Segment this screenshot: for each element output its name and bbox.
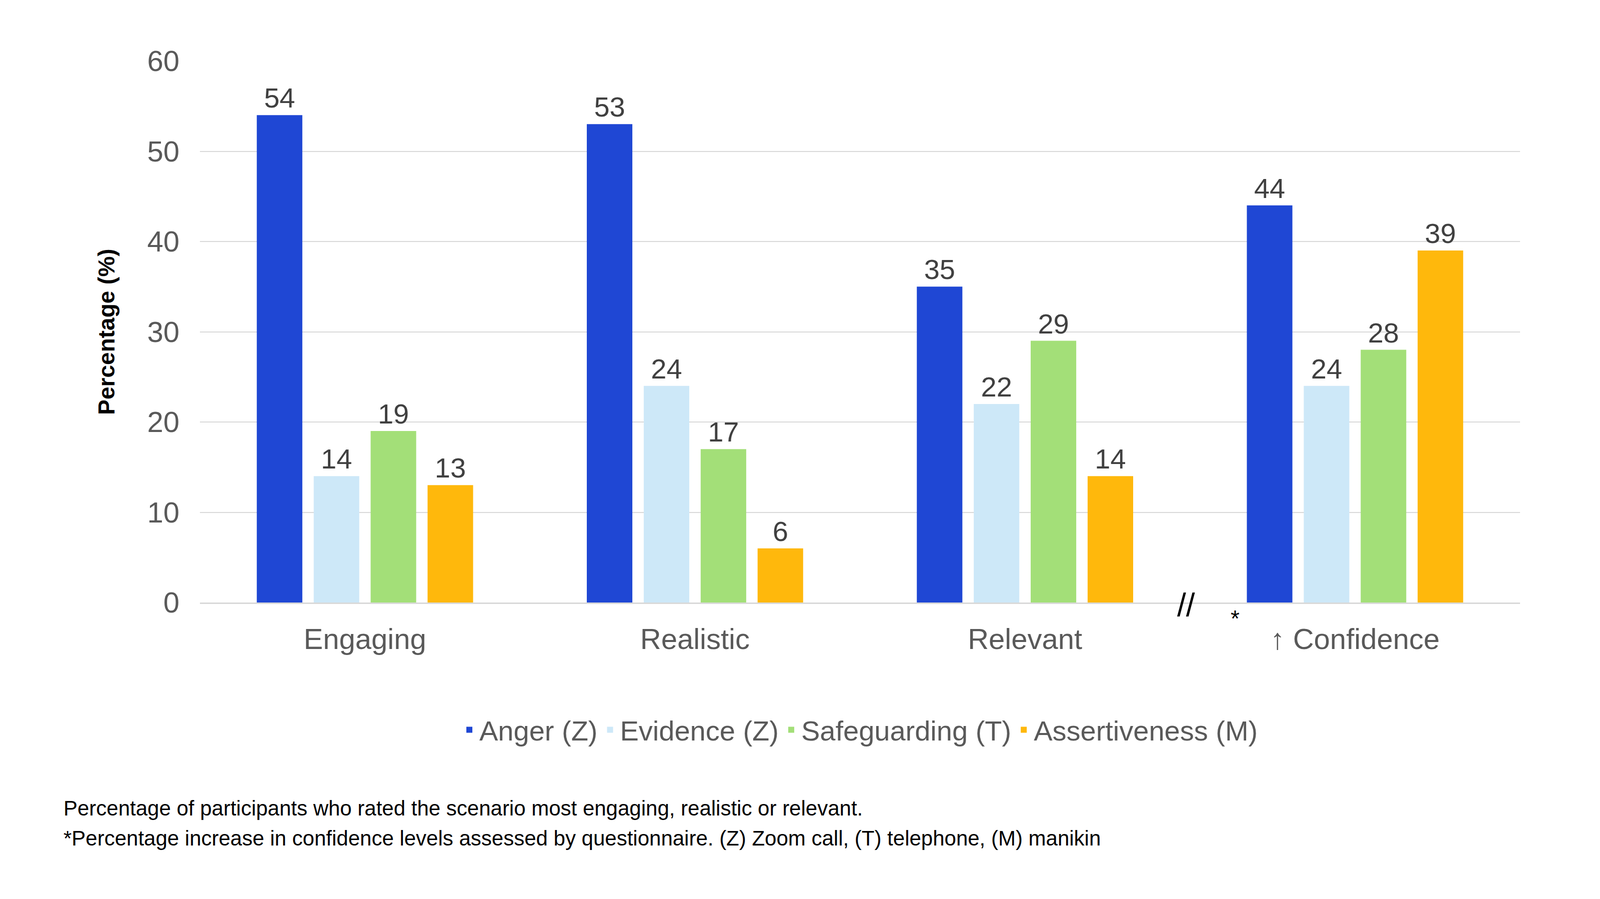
svg-text:Safeguarding (T): Safeguarding (T) (801, 714, 1012, 747)
svg-text:54: 54 (263, 81, 295, 114)
svg-text:29: 29 (1037, 307, 1069, 340)
svg-text:40: 40 (146, 224, 180, 258)
svg-text:Realistic: Realistic (640, 622, 750, 655)
svg-text:14: 14 (320, 442, 352, 475)
svg-text:50: 50 (146, 134, 180, 168)
svg-text:17: 17 (707, 415, 739, 448)
svg-text:0: 0 (163, 585, 180, 619)
svg-text:22: 22 (981, 370, 1013, 403)
svg-text:24: 24 (650, 352, 682, 385)
svg-text:30: 30 (146, 315, 180, 348)
svg-text:*Percentage increase in confid: *Percentage increase in confidence level… (63, 826, 1101, 850)
svg-text:Percentage (%): Percentage (%) (93, 248, 120, 415)
svg-text:*: * (1230, 605, 1240, 632)
svg-text:Percentage of participants who: Percentage of participants who rated the… (63, 796, 863, 820)
svg-text:Assertiveness (M): Assertiveness (M) (1033, 714, 1258, 747)
svg-text:53: 53 (593, 90, 625, 123)
svg-text:20: 20 (146, 405, 180, 438)
svg-text:Engaging: Engaging (303, 622, 427, 655)
svg-text:↑ Confidence: ↑ Confidence (1270, 622, 1441, 655)
svg-text:10: 10 (146, 495, 180, 529)
svg-text:60: 60 (146, 44, 180, 77)
svg-text:Anger (Z): Anger (Z) (479, 714, 598, 747)
svg-text:19: 19 (377, 397, 409, 430)
svg-text:Evidence (Z): Evidence (Z) (620, 714, 779, 747)
svg-text:6: 6 (772, 515, 789, 547)
svg-text:14: 14 (1094, 442, 1126, 475)
svg-text:24: 24 (1311, 352, 1343, 385)
svg-text:39: 39 (1425, 217, 1457, 249)
svg-text:44: 44 (1254, 172, 1286, 204)
svg-text:Relevant: Relevant (967, 622, 1083, 655)
svg-text:28: 28 (1368, 316, 1400, 349)
svg-text:13: 13 (434, 451, 466, 484)
svg-text:35: 35 (924, 253, 956, 285)
svg-text://: // (1177, 586, 1196, 623)
